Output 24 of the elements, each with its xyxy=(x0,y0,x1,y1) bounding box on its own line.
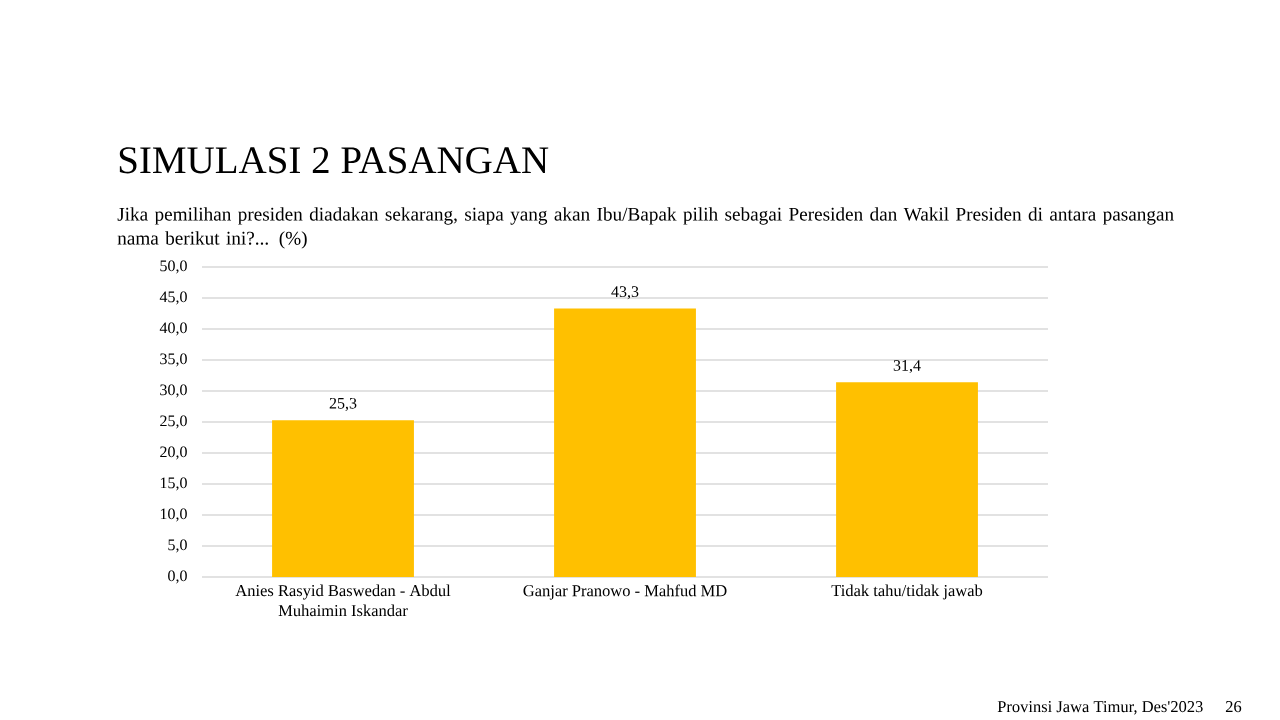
y-tick-label: 40,0 xyxy=(159,322,187,336)
bar xyxy=(554,308,696,577)
chart-title: SIMULASI 2 PASANGAN xyxy=(119,147,549,174)
x-tick-label: Tidak tahu/tidak jawab xyxy=(831,584,983,600)
chart-subtitle: Jika pemilihan presiden diadakan sekarang, siapa yang akan Ibu/Bapak pilih sebagai Peresiden dan Wakil Presiden di antara pasangan nama berikut ini?... (%) xyxy=(117,207,1174,249)
data-label: 31,4 xyxy=(893,360,921,374)
y-tick-label: 30,0 xyxy=(160,384,187,398)
x-tick-label: Ganjar Pranowo - Mahfud MD xyxy=(523,584,727,600)
bar xyxy=(272,420,414,577)
y-tick-label: 45,0 xyxy=(159,291,187,305)
y-tick-label: 5,0 xyxy=(168,539,187,553)
y-tick-label: 25,0 xyxy=(160,415,187,429)
data-label: 25,3 xyxy=(329,397,357,411)
y-tick-label: 10,0 xyxy=(160,508,187,522)
y-tick-label: 15,0 xyxy=(160,477,187,491)
text: 26 xyxy=(1225,701,1242,713)
data-label: 43,3 xyxy=(611,286,639,300)
y-tick-label: 20,0 xyxy=(160,446,187,460)
y-tick-label: 50,0 xyxy=(160,260,187,274)
x-tick-label: Anies Rasyid Baswedan - Abdul Muhaimin Iskandar xyxy=(235,584,451,617)
bar xyxy=(836,382,978,577)
y-tick-label: 35,0 xyxy=(160,353,187,367)
y-tick-label: 0,0 xyxy=(168,570,187,584)
text: Provinsi Jawa Timur, Des'2023 xyxy=(997,701,1203,715)
